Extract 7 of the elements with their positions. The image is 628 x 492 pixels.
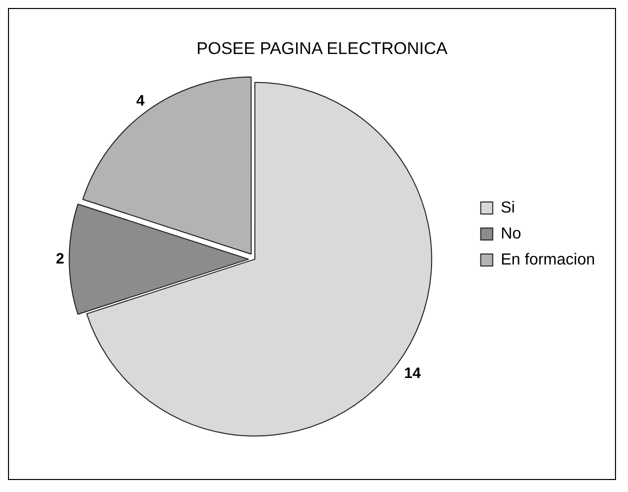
legend-label: Si [500,199,515,216]
data-label: 4 [136,92,146,110]
data-label: 14 [404,364,422,382]
chart-title: POSEE PAGINA ELECTRONICA [196,38,448,58]
legend-label: No [500,225,522,242]
data-label: 2 [56,250,64,268]
legend-label: En formacion [500,251,595,268]
